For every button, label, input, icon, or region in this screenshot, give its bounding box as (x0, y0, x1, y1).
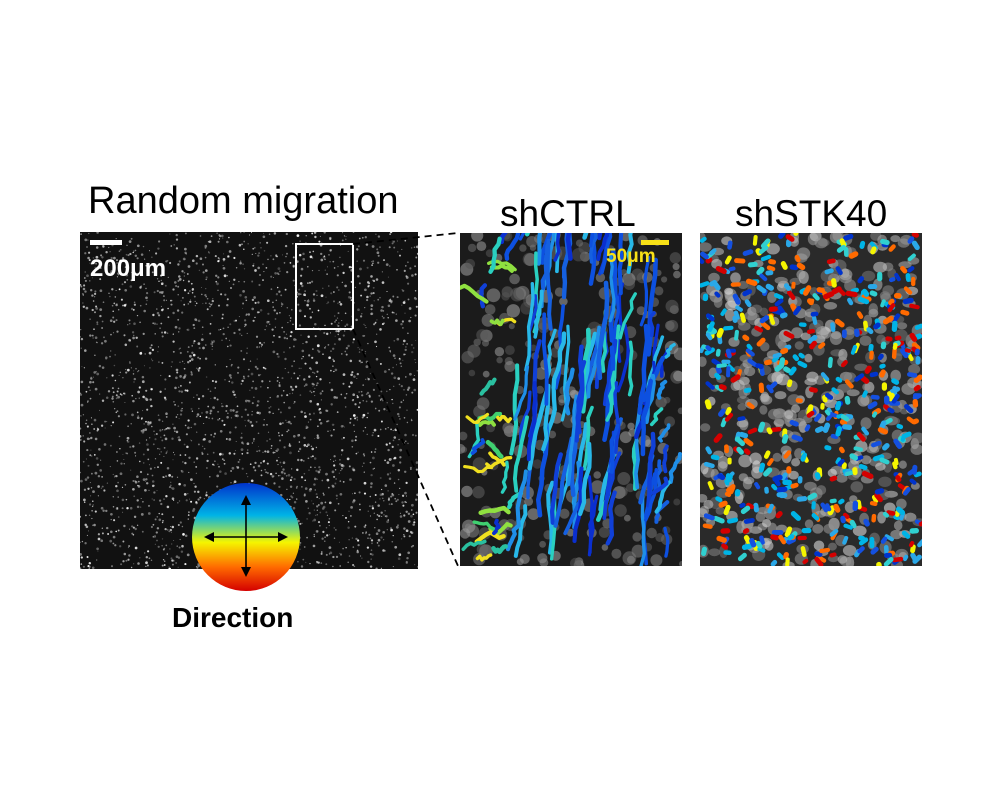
shstk40-panel-title: shSTK40 (735, 193, 888, 234)
shctrl-panel-title: shCTRL (500, 193, 636, 234)
shctrl-track-image (460, 233, 682, 566)
scale-bar-200um-label: 200μm (90, 255, 166, 282)
shstk40-track-image (700, 233, 922, 566)
zoom-region-box (295, 243, 354, 330)
direction-color-wheel (192, 483, 300, 591)
scale-bar-200um (90, 240, 122, 245)
direction-legend-label: Direction (172, 602, 294, 633)
zoom-connector-top (352, 232, 459, 245)
random-migration-title: Random migration (88, 180, 399, 222)
scale-bar-50um-label: 50μm (606, 246, 656, 267)
scale-bar-50um (641, 240, 669, 245)
zoom-connector-bottom (352, 328, 459, 567)
